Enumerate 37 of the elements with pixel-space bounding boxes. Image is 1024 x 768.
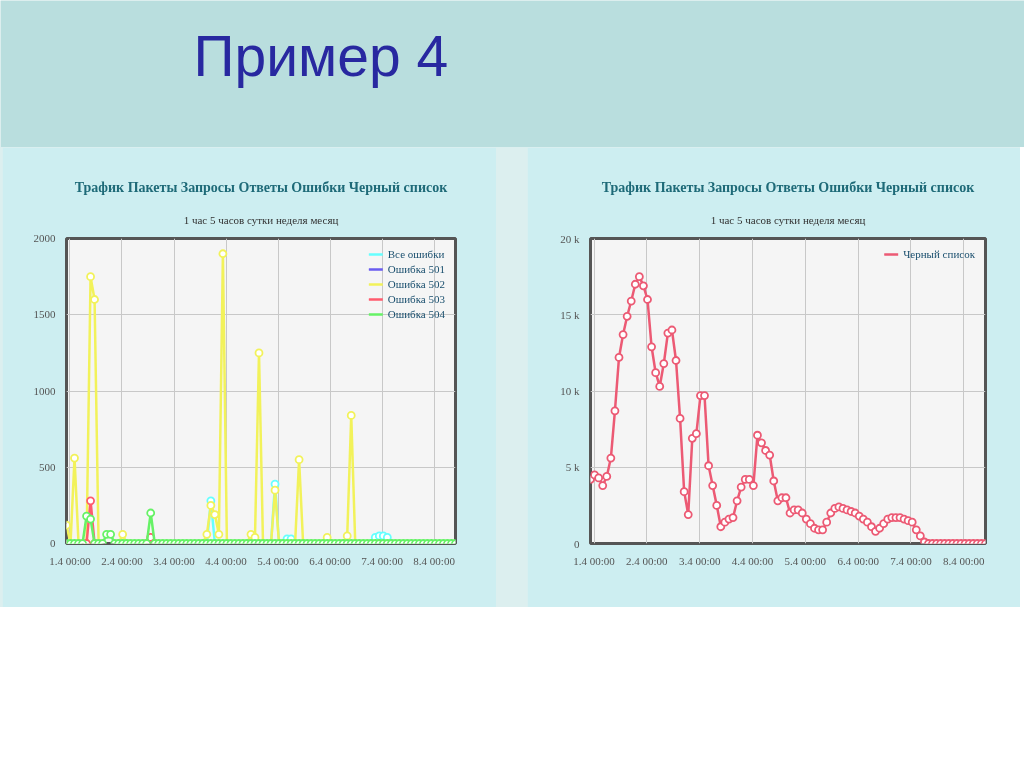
x-tick-label: 2.4 00:00 (101, 554, 144, 567)
x-tick-label: 5.4 00:00 (784, 554, 827, 567)
x-tick-label: 2.4 00:00 (626, 554, 669, 567)
chart-title: Трафик Пакеты Запросы Ответы Ошибки Черный список (601, 179, 976, 195)
y-tick-label: 0 (574, 537, 580, 550)
x-tick-label: 7.4 00:00 (890, 554, 933, 567)
y-tick-label: 20 k (560, 232, 580, 245)
legend-label: Ошибка 501 (387, 263, 445, 275)
legend-label: Черный список (903, 248, 975, 260)
legend-label: Ошибка 503 (387, 293, 445, 305)
y-tick-label: 5 k (565, 461, 580, 474)
y-tick-label: 2000 (33, 232, 56, 244)
x-tick-label: 8.4 00:00 (943, 554, 986, 567)
chart-subtitle: 1 час 5 часов сутки неделя месяц (183, 213, 339, 226)
chart-subtitle: 1 час 5 часов сутки неделя месяц (710, 213, 866, 226)
x-tick-label: 6.4 00:00 (837, 554, 880, 567)
y-tick-label: 15 k (560, 308, 580, 321)
x-tick-label: 1.4 00:00 (573, 554, 616, 567)
legend-label: Все ошибки (387, 248, 445, 260)
text: Пример 4 (193, 23, 449, 88)
y-tick-label: 1000 (33, 384, 56, 397)
x-tick-label: 8.4 00:00 (413, 554, 456, 567)
x-tick-label: 5.4 00:00 (257, 554, 300, 567)
legend-label: Ошибка 504 (387, 308, 445, 320)
y-tick-label: 500 (39, 460, 56, 473)
chart-title: Трафик Пакеты Запросы Ответы Ошибки Черный список (74, 179, 449, 195)
x-tick-label: 4.4 00:00 (731, 554, 774, 567)
legend-label: Ошибка 502 (387, 278, 445, 290)
x-tick-label: 4.4 00:00 (205, 554, 248, 567)
x-tick-label: 7.4 00:00 (361, 554, 404, 567)
x-tick-label: 6.4 00:00 (309, 554, 352, 567)
x-tick-label: 1.4 00:00 (49, 554, 92, 567)
x-tick-label: 3.4 00:00 (678, 554, 721, 567)
y-tick-label: 1500 (33, 308, 56, 321)
x-tick-label: 3.4 00:00 (153, 554, 196, 567)
y-tick-label: 10 k (560, 385, 580, 397)
y-tick-label: 0 (50, 537, 56, 549)
